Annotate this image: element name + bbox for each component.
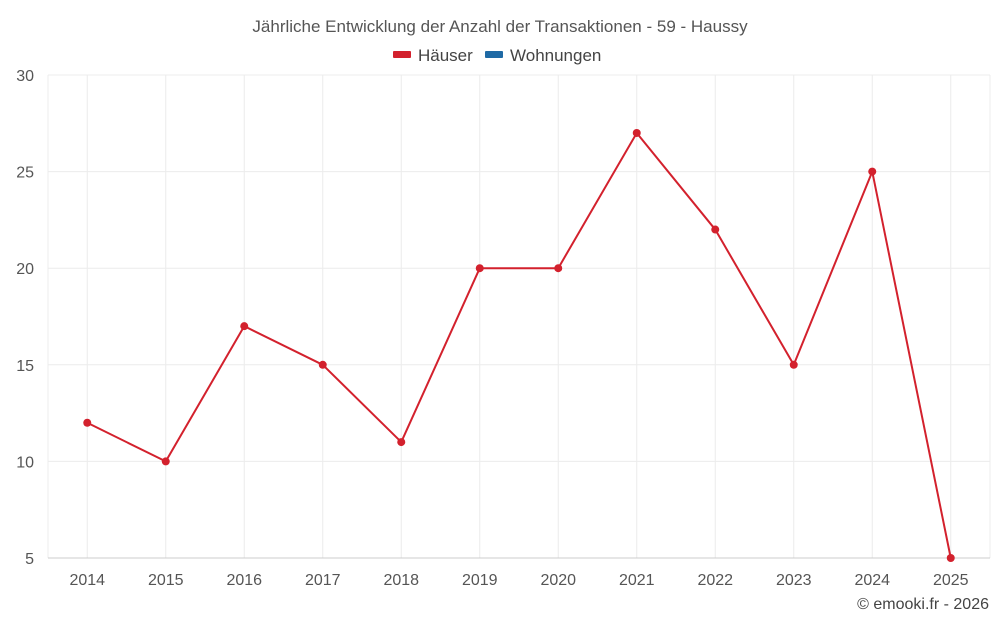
y-tick-label: 25 bbox=[16, 165, 34, 182]
x-tick-label: 2016 bbox=[226, 572, 262, 589]
y-tick-label: 30 bbox=[16, 68, 34, 85]
x-tick-label: 2022 bbox=[697, 572, 733, 589]
y-tick-label: 10 bbox=[16, 454, 34, 471]
x-tick-label: 2021 bbox=[619, 572, 655, 589]
x-tick-label: 2019 bbox=[462, 572, 498, 589]
chart-title: Jährliche Entwicklung der Anzahl der Tra… bbox=[252, 17, 748, 36]
x-tick-label: 2023 bbox=[776, 572, 812, 589]
legend-label-haeuser: Häuser bbox=[418, 46, 473, 65]
data-point[interactable] bbox=[632, 128, 641, 137]
grid bbox=[48, 74, 990, 558]
data-point[interactable] bbox=[789, 360, 798, 369]
x-tick-label: 2020 bbox=[540, 572, 576, 589]
x-tick-label: 2018 bbox=[383, 572, 419, 589]
legend-label-wohnungen: Wohnungen bbox=[510, 46, 601, 65]
y-tick-label: 15 bbox=[16, 358, 34, 375]
data-point[interactable] bbox=[946, 554, 955, 562]
legend-item-haeuser[interactable]: Häuser bbox=[393, 46, 473, 65]
y-tick-label: 20 bbox=[16, 261, 34, 278]
data-point[interactable] bbox=[554, 264, 563, 273]
x-tick-label: 2024 bbox=[854, 572, 890, 589]
data-point[interactable] bbox=[240, 322, 249, 331]
data-point[interactable] bbox=[711, 225, 720, 234]
data-point[interactable] bbox=[83, 418, 92, 427]
x-tick-label: 2015 bbox=[148, 572, 184, 589]
data-point[interactable] bbox=[868, 167, 877, 176]
x-tick-label: 2014 bbox=[69, 572, 105, 589]
x-tick-label: 2017 bbox=[305, 572, 341, 589]
legend-swatch-wohnungen bbox=[485, 51, 503, 58]
legend-swatch-haeuser bbox=[393, 51, 411, 58]
series-line-0 bbox=[86, 131, 952, 559]
x-tick-label: 2025 bbox=[933, 572, 969, 589]
data-point[interactable] bbox=[318, 360, 327, 369]
legend-item-wohnungen[interactable]: Wohnungen bbox=[485, 46, 601, 65]
data-point[interactable] bbox=[475, 264, 484, 273]
legend: Häuser Wohnungen bbox=[393, 46, 601, 65]
credit-text: © emooki.fr - 2026 bbox=[857, 596, 989, 613]
data-point[interactable] bbox=[161, 457, 170, 466]
y-tick-label: 5 bbox=[25, 551, 34, 568]
data-point[interactable] bbox=[397, 438, 406, 447]
series bbox=[83, 128, 955, 562]
